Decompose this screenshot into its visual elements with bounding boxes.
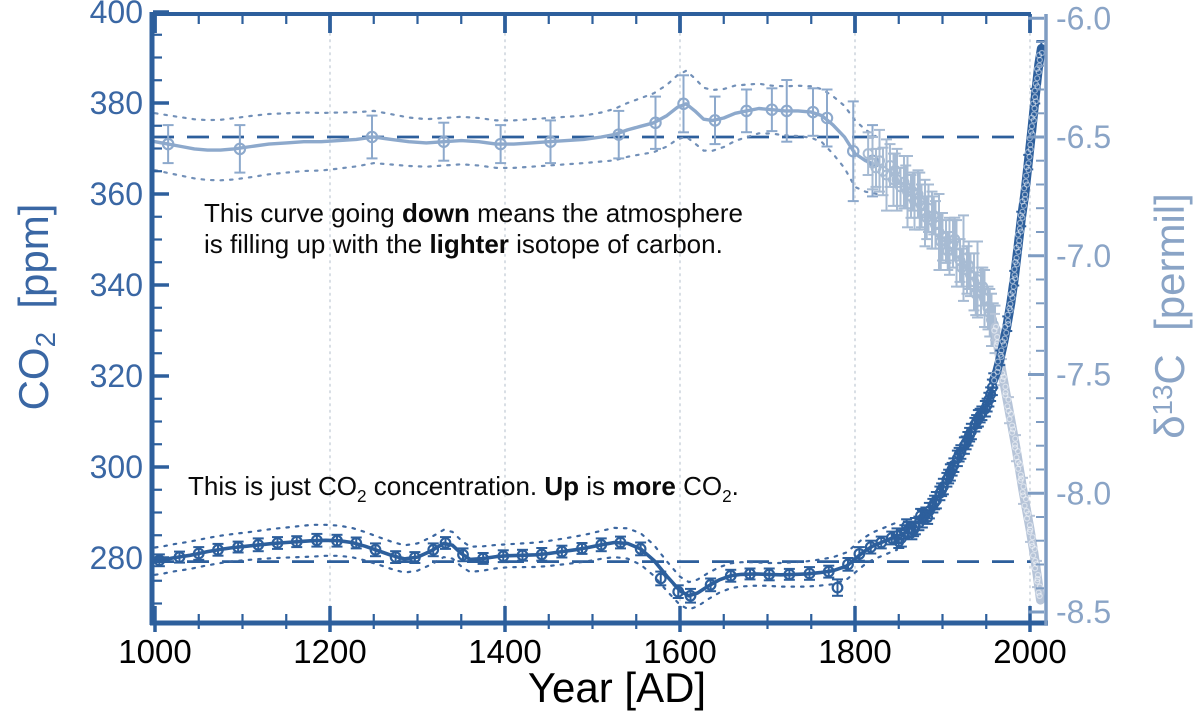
svg-text:1400: 1400 xyxy=(468,633,541,670)
svg-text:-6.5: -6.5 xyxy=(1056,119,1111,155)
axis-ticks xyxy=(153,10,1044,632)
svg-text:280: 280 xyxy=(90,540,143,576)
text-segment: 2 xyxy=(30,331,62,348)
svg-text:380: 380 xyxy=(90,85,143,121)
text-segment: [permil] xyxy=(1146,193,1193,355)
co2-dense-band xyxy=(988,40,1047,389)
text-segment: Up xyxy=(544,471,580,501)
annotation-line: is filling up with the lighter isotope o… xyxy=(204,229,743,260)
text-segment: isotope of carbon. xyxy=(508,229,723,259)
y-axis-label-right: δ13C [permil] xyxy=(1146,193,1194,439)
text-segment: means the atmosphere xyxy=(469,198,744,228)
text-segment: . xyxy=(731,471,739,501)
text-segment: lighter xyxy=(429,229,509,259)
text-segment: down xyxy=(401,198,470,228)
svg-text:-8.5: -8.5 xyxy=(1056,594,1111,630)
text-segment: C xyxy=(1146,354,1193,385)
text-segment: [ppm] xyxy=(9,203,57,332)
svg-text:-8.0: -8.0 xyxy=(1056,475,1111,511)
x-axis-label: Year [AD] xyxy=(528,664,706,712)
y-axis-label-left: CO2 [ppm] xyxy=(10,204,62,411)
svg-text:1200: 1200 xyxy=(293,633,366,670)
text-segment: is xyxy=(579,471,613,501)
svg-text:-7.5: -7.5 xyxy=(1056,357,1111,393)
svg-text:320: 320 xyxy=(90,358,143,394)
svg-text:-6.0: -6.0 xyxy=(1056,0,1111,36)
svg-text:1000: 1000 xyxy=(118,633,191,670)
co2-spline-markers xyxy=(153,530,898,604)
svg-text:1800: 1800 xyxy=(818,633,891,670)
d13c-scatter xyxy=(862,128,1001,355)
annotation-line: This is just CO2 concentration. Up is mo… xyxy=(188,471,739,512)
text-segment: CO xyxy=(675,471,723,501)
co2-scatter xyxy=(891,378,998,549)
svg-text:400: 400 xyxy=(90,0,143,30)
annotation-co2: This is just CO2 concentration. Up is mo… xyxy=(188,471,739,512)
d13c-smooth-line xyxy=(153,102,879,168)
text-segment: concentration. xyxy=(366,471,545,501)
text-segment: This curve going xyxy=(204,198,402,228)
svg-text:-7.0: -7.0 xyxy=(1056,238,1111,274)
text-segment: CO xyxy=(9,347,57,411)
text-segment: Year [AD] xyxy=(527,664,707,711)
svg-text:340: 340 xyxy=(90,267,143,303)
text-segment: more xyxy=(612,471,676,501)
svg-text:360: 360 xyxy=(90,176,143,212)
text-segment: δ xyxy=(1146,415,1193,439)
text-segment: is filling up with the xyxy=(204,229,430,259)
text-segment: 13 xyxy=(1146,384,1178,416)
text-segment: This is just CO xyxy=(188,471,358,501)
co2-smooth-line xyxy=(153,534,899,598)
d13c-envelope xyxy=(153,69,878,196)
reference-lines xyxy=(152,135,1037,563)
svg-text:1600: 1600 xyxy=(643,633,716,670)
svg-text:300: 300 xyxy=(90,449,143,485)
text-segment: 2 xyxy=(722,485,732,506)
co2-envelope xyxy=(153,521,899,611)
annotation-line: This curve going down means the atmosphe… xyxy=(204,198,743,229)
tick-labels: 280 300 320 340 360 380 400 -6.0 -6.5 -7.0 -7.5 -8.… xyxy=(90,0,1112,670)
annotation-d13c: This curve going down means the atmosphe… xyxy=(204,198,743,260)
text-segment: 2 xyxy=(357,485,367,506)
svg-text:2000: 2000 xyxy=(993,633,1066,670)
